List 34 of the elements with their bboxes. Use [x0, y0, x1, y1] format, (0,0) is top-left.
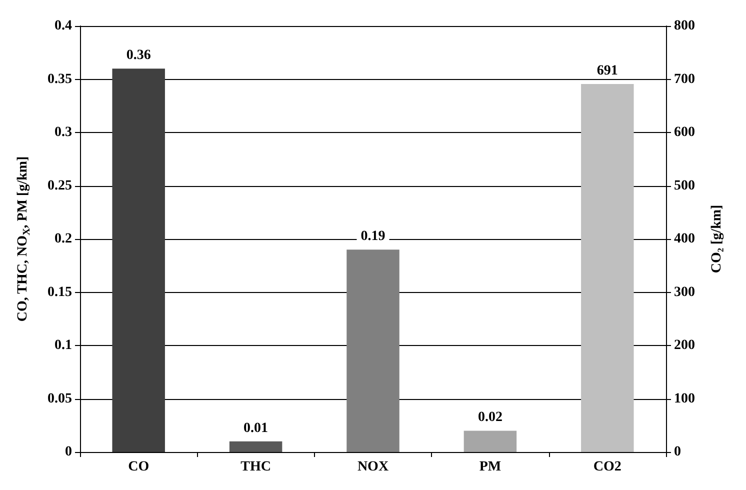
x-tick-label: THC: [240, 460, 271, 474]
y2-tick-label: 200: [674, 338, 695, 353]
y-tick-label: 0.4: [54, 18, 72, 34]
y2-tick-label: 0: [674, 444, 681, 460]
y-tick-label: 0.1: [54, 338, 72, 353]
y2-tick-label: 700: [674, 72, 695, 87]
y-tick-label: 0.15: [48, 284, 72, 300]
y-tick-label: 0.35: [48, 72, 72, 87]
x-tick-label: CO: [128, 460, 150, 474]
y2-tick-label: 400: [674, 232, 695, 246]
bar: [464, 430, 517, 452]
y-tick-label: 0.05: [48, 391, 72, 406]
data-label: 0.19: [360, 229, 386, 244]
y-tick-label: 0.25: [48, 178, 72, 194]
y-axis-title: CO, THC, NOX, PM [g/km]: [16, 156, 32, 322]
y2-tick-label: 300: [674, 284, 695, 300]
y2-tick-label: 500: [674, 178, 695, 194]
data-label: 0.36: [126, 48, 151, 64]
y2-axis-title: CO₂ [g/km]: [710, 204, 724, 274]
y2-tick-label: 100: [674, 391, 695, 406]
bar: [229, 441, 282, 452]
data-label: 0.01: [244, 420, 268, 436]
y-tick-label: 0: [65, 444, 72, 460]
bar: [346, 250, 400, 452]
bar: [112, 68, 165, 452]
y2-tick-label: 800: [674, 18, 695, 34]
x-tick-label: PM: [479, 460, 502, 474]
y2-tick-label: 600: [674, 125, 695, 140]
y-tick-label: 0.2: [54, 232, 72, 246]
data-label: 691: [596, 64, 618, 79]
data-label: 0.02: [478, 410, 502, 426]
x-tick-label: NOX: [357, 460, 389, 474]
x-tick-label: CO2: [593, 460, 622, 474]
y-tick-label: 0.3: [54, 125, 72, 140]
